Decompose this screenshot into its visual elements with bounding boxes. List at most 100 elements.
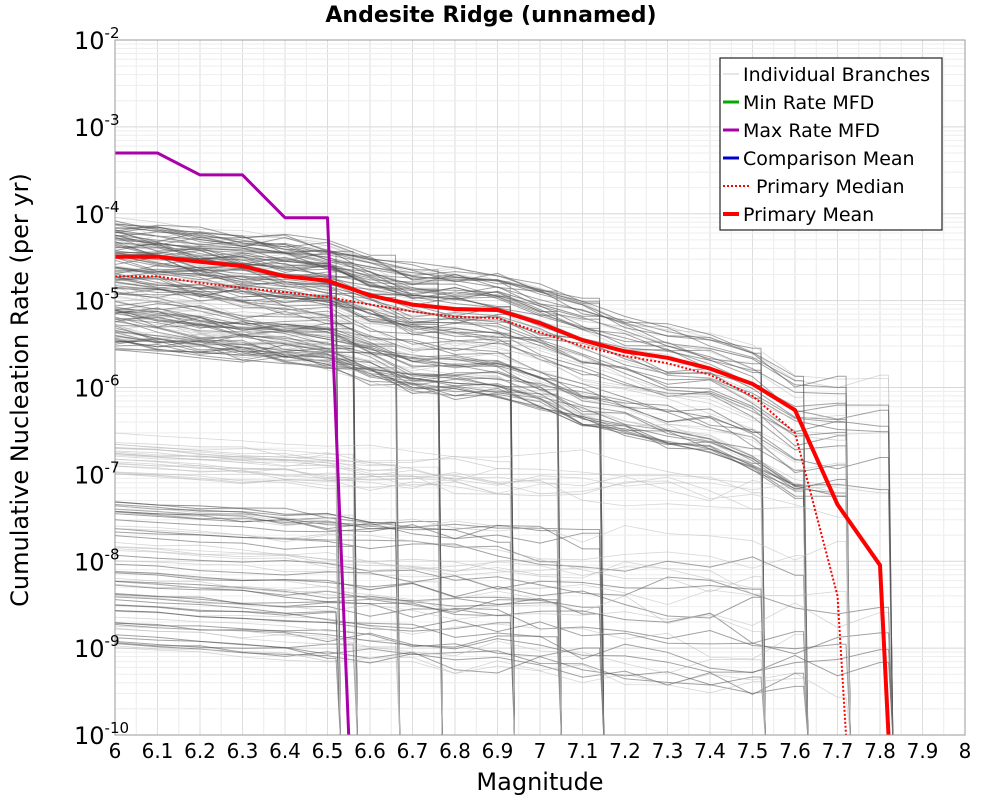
legend-label: Primary Median — [756, 176, 905, 198]
legend-label: Individual Branches — [743, 64, 930, 86]
branch-line — [114, 268, 515, 736]
branch-line — [114, 281, 605, 736]
branch-line — [114, 324, 358, 736]
branch-line — [114, 577, 894, 736]
branch-line — [114, 309, 401, 736]
branch-line — [114, 640, 341, 736]
branch-line — [114, 642, 809, 736]
x-tick-label: 6.2 — [184, 739, 216, 763]
legend-label: Min Rate MFD — [743, 92, 874, 114]
branch-line — [114, 581, 401, 736]
plot-frame — [114, 39, 966, 736]
branch-line — [114, 595, 766, 736]
branch-line — [114, 340, 809, 736]
branch-line — [114, 278, 515, 736]
branch-line — [114, 599, 341, 736]
branch-line — [114, 623, 894, 736]
series-primary-mean — [115, 254, 891, 736]
branch-line — [114, 318, 341, 736]
branch-line — [114, 501, 401, 736]
branch-line — [114, 546, 766, 736]
y-tick-label: 10-2 — [74, 24, 120, 55]
branch-line — [114, 473, 358, 736]
branch-line — [114, 611, 809, 736]
y-tick-label: 10-7 — [74, 458, 120, 489]
legend-box — [719, 57, 943, 231]
branch-line — [114, 327, 443, 736]
x-tick-label: 6.6 — [354, 739, 386, 763]
branch-line — [114, 310, 358, 736]
y-tick-label: 10-8 — [74, 545, 120, 576]
branch-line — [114, 243, 341, 736]
x-tick-label: 7.4 — [694, 739, 726, 763]
branch-line — [114, 285, 851, 736]
y-tick-label: 10-4 — [74, 198, 120, 229]
branch-line — [114, 243, 443, 736]
branch-line — [114, 242, 605, 736]
branch-line — [114, 442, 515, 736]
x-tick-label: 7.2 — [609, 739, 641, 763]
branch-line — [114, 337, 809, 736]
legend: Individual Branches Min Rate MFD Max Rate … — [719, 57, 943, 231]
x-tick-label: 6.5 — [312, 739, 344, 763]
x-tick-label: 7.1 — [567, 739, 599, 763]
branch-line — [114, 337, 851, 736]
branch-line — [114, 332, 401, 736]
x-tick-label: 6.4 — [269, 739, 301, 763]
x-tick-label: 7.8 — [864, 739, 896, 763]
x-tick-label: 7.5 — [737, 739, 769, 763]
y-tick-label: 10-6 — [74, 372, 120, 403]
chart-title: Andesite Ridge (unnamed) — [325, 3, 656, 28]
branch-line — [114, 224, 515, 736]
branch-line — [114, 455, 851, 736]
y-tick-label: 10-10 — [74, 719, 129, 750]
branch-line — [114, 450, 443, 736]
branch-line — [114, 287, 515, 736]
series-primary-median — [115, 275, 847, 736]
branch-line — [114, 461, 562, 736]
y-axis-ticks: 10-2 10-3 10-4 10-5 10-6 10-7 10-8 10-9 10-10 — [74, 24, 129, 750]
branch-line — [114, 453, 341, 736]
branch-line — [114, 535, 358, 736]
x-axis-ticks: 6 6.1 6.2 6.3 6.4 6.5 6.6 6.7 6.8 6.9 7 7.1 7.2 7.3 7.… — [109, 739, 972, 763]
branch-line — [114, 223, 605, 736]
x-tick-label: 7 — [534, 739, 547, 763]
legend-label: Primary Mean — [743, 204, 874, 226]
branch-line — [114, 323, 401, 736]
x-tick-label: 6.7 — [397, 739, 429, 763]
branch-line — [114, 264, 851, 736]
branch-line — [114, 554, 894, 736]
branch-line — [114, 247, 766, 736]
branch-line — [114, 583, 562, 736]
x-tick-label: 6.8 — [439, 739, 471, 763]
branch-line — [114, 528, 562, 736]
branch-line — [114, 224, 605, 736]
x-tick-label: 6.1 — [142, 739, 174, 763]
branch-line — [114, 465, 809, 736]
branch-line — [114, 223, 443, 736]
branch-line — [114, 634, 358, 736]
branch-line — [114, 255, 341, 736]
branch-line — [114, 584, 605, 736]
branch-line — [114, 266, 851, 736]
branch-line — [114, 265, 851, 736]
branch-line — [114, 276, 894, 736]
branch-line — [114, 454, 341, 736]
branch-line — [114, 452, 766, 736]
y-tick-label: 10-3 — [74, 111, 120, 142]
branch-line — [114, 318, 766, 736]
x-tick-label: 7.6 — [779, 739, 811, 763]
branch-line — [114, 560, 851, 736]
branch-line — [114, 303, 401, 736]
branch-line — [114, 504, 605, 736]
branch-line — [114, 473, 443, 736]
y-tick-label: 10-5 — [74, 285, 120, 316]
branch-line — [114, 220, 809, 736]
y-tick-label: 10-9 — [74, 632, 120, 663]
branch-line — [114, 226, 562, 736]
x-tick-label: 7.9 — [907, 739, 939, 763]
branch-line — [114, 511, 515, 736]
branch-line — [114, 226, 401, 736]
branch-line — [114, 604, 341, 736]
